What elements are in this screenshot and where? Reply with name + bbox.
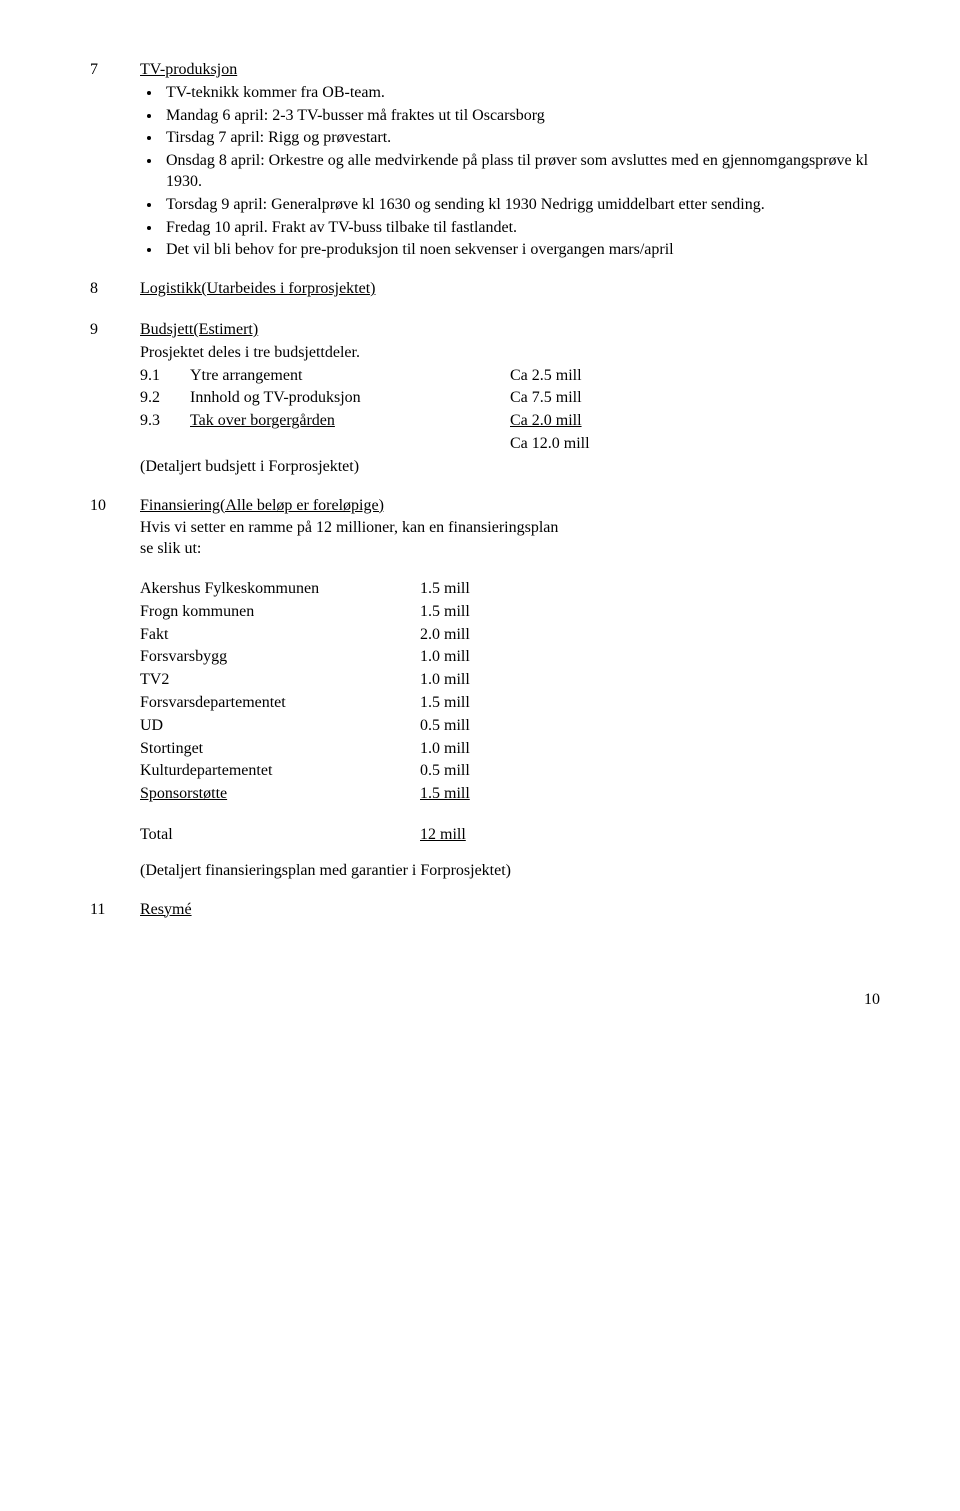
table-row: Sponsorstøtte 1.5 mill	[140, 783, 470, 806]
fin-label: Kulturdepartementet	[140, 760, 420, 783]
fin-value: 1.5 mill	[420, 785, 470, 802]
table-row: UD0.5 mill	[140, 715, 470, 738]
budget-row-value: Ca 7.5 mill	[510, 388, 582, 409]
budget-row-label: Ytre arrangement	[190, 366, 510, 387]
fin-label: Stortinget	[140, 738, 420, 761]
budget-row-num: 9.2	[140, 388, 190, 409]
section-11-header: 11 Resymé	[90, 900, 880, 921]
bullet-item: Onsdag 8 april: Orkestre og alle medvirk…	[162, 151, 880, 193]
fin-total-label: Total	[140, 824, 420, 847]
section-heading: Finansiering(Alle beløp er foreløpige)	[140, 496, 384, 517]
budget-total: Ca 12.0 mill	[510, 434, 590, 455]
table-row: Frogn kommunen1.5 mill	[140, 601, 470, 624]
budget-row: 9.3 Tak over borgergården Ca 2.0 mill	[140, 411, 880, 432]
section-heading: TV-produksjon	[140, 60, 237, 81]
fin-total-value: 12 mill	[420, 826, 466, 843]
fin-label: Forsvarsdepartementet	[140, 692, 420, 715]
section-number: 7	[90, 60, 140, 81]
table-row: Akershus Fylkeskommunen1.5 mill	[140, 578, 470, 601]
fin-value: 1.5 mill	[420, 692, 470, 715]
section-10-body: Hvis vi setter en ramme på 12 millioner,…	[140, 518, 880, 560]
fin-label: UD	[140, 715, 420, 738]
budget-intro: Prosjektet deles i tre budsjettdeler.	[140, 343, 880, 364]
section-heading: Resymé	[140, 900, 192, 921]
bullet-item: Tirsdag 7 april: Rigg og prøvestart.	[162, 128, 880, 149]
table-row: Kulturdepartementet0.5 mill	[140, 760, 470, 783]
fin-value: 2.0 mill	[420, 624, 470, 647]
section-number: 10	[90, 496, 140, 517]
financing-note: (Detaljert finansieringsplan med garanti…	[140, 861, 880, 882]
financing-intro-line: Hvis vi setter en ramme på 12 millioner,…	[140, 518, 880, 539]
financing-table: Akershus Fylkeskommunen1.5 mill Frogn ko…	[140, 578, 470, 806]
fin-value: 1.0 mill	[420, 646, 470, 669]
budget-row: 9.1 Ytre arrangement Ca 2.5 mill	[140, 366, 880, 387]
table-row: TV21.0 mill	[140, 669, 470, 692]
table-row: Forsvarsdepartementet1.5 mill	[140, 692, 470, 715]
budget-row-label: Tak over borgergården	[190, 411, 510, 432]
fin-label: Frogn kommunen	[140, 601, 420, 624]
fin-label: Forsvarsbygg	[140, 646, 420, 669]
table-row: Forsvarsbygg1.0 mill	[140, 646, 470, 669]
section-9-header: 9 Budsjett(Estimert)	[90, 320, 880, 341]
page-number: 10	[90, 990, 880, 1011]
budget-row: 9.2 Innhold og TV-produksjon Ca 7.5 mill	[140, 388, 880, 409]
fin-value: 1.0 mill	[420, 738, 470, 761]
financing-total: Total12 mill	[140, 824, 466, 847]
table-row: Fakt2.0 mill	[140, 624, 470, 647]
section-10-header: 10 Finansiering(Alle beløp er foreløpige…	[90, 496, 880, 517]
bullet-item: Mandag 6 april: 2-3 TV-busser må fraktes…	[162, 106, 880, 127]
table-row: Total12 mill	[140, 824, 466, 847]
bullet-item: Fredag 10 april. Frakt av TV-buss tilbak…	[162, 218, 880, 239]
section-7-bullets: TV-teknikk kommer fra OB-team. Mandag 6 …	[90, 83, 880, 261]
budget-row-label: Innhold og TV-produksjon	[190, 388, 510, 409]
section-number: 8	[90, 279, 140, 300]
budget-row-value: Ca 2.5 mill	[510, 366, 582, 387]
fin-label: Fakt	[140, 624, 420, 647]
fin-value: 0.5 mill	[420, 760, 470, 783]
financing-intro-line: se slik ut:	[140, 539, 880, 560]
fin-value: 1.5 mill	[420, 578, 470, 601]
section-7-header: 7 TV-produksjon	[90, 60, 880, 81]
budget-row-num: 9.3	[140, 411, 190, 432]
bullet-item: TV-teknikk kommer fra OB-team.	[162, 83, 880, 104]
fin-value: 1.0 mill	[420, 669, 470, 692]
fin-value: 1.5 mill	[420, 601, 470, 624]
fin-label: Akershus Fylkeskommunen	[140, 578, 420, 601]
bullet-item: Torsdag 9 april: Generalprøve kl 1630 og…	[162, 195, 880, 216]
budget-row-value: Ca 2.0 mill	[510, 411, 582, 432]
bullet-item: Det vil bli behov for pre-produksjon til…	[162, 240, 880, 261]
budget-total-row: Ca 12.0 mill	[140, 434, 880, 455]
budget-row-num: 9.1	[140, 366, 190, 387]
section-heading: Logistikk(Utarbeides i forprosjektet)	[140, 279, 376, 300]
table-row: Stortinget1.0 mill	[140, 738, 470, 761]
budget-note: (Detaljert budsjett i Forprosjektet)	[140, 457, 880, 478]
fin-label: TV2	[140, 669, 420, 692]
section-number: 9	[90, 320, 140, 341]
fin-value: 0.5 mill	[420, 715, 470, 738]
section-number: 11	[90, 900, 140, 921]
fin-label: Sponsorstøtte	[140, 785, 227, 802]
section-8-header: 8 Logistikk(Utarbeides i forprosjektet)	[90, 279, 880, 300]
section-9-body: Prosjektet deles i tre budsjettdeler. 9.…	[140, 343, 880, 478]
section-heading: Budsjett(Estimert)	[140, 320, 258, 341]
